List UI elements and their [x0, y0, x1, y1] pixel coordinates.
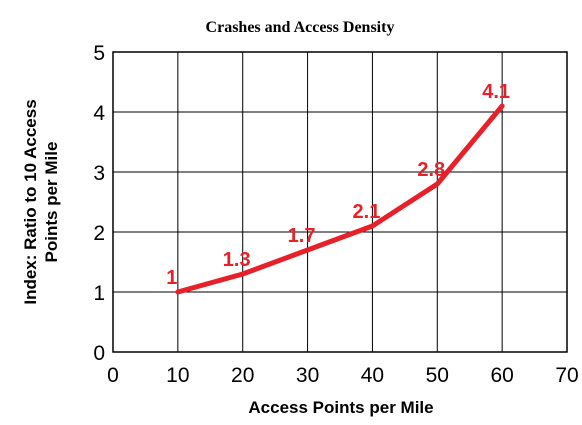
y-axis-label: Index: Ratio to 10 Access Points per Mil… [21, 99, 61, 304]
x-tick-label-7: 70 [555, 364, 578, 387]
data-label-3: 2.1 [353, 201, 381, 223]
chart-title: Crashes and Access Density [206, 19, 395, 36]
series-line-0 [175, 103, 505, 295]
y-tick-label-1: 1 [93, 282, 105, 305]
plot-frame [112, 51, 568, 353]
data-label-4: 2.8 [417, 159, 445, 181]
x-axis-ticks: 0 10 20 30 40 50 60 70 [107, 364, 579, 387]
x-tick-label-2: 20 [231, 364, 254, 387]
data-labels: 1 1.3 1.7 2.1 2.8 4.1 [166, 81, 510, 289]
y-tick-label-3: 3 [93, 162, 105, 185]
data-label-0: 1 [166, 267, 177, 289]
x-tick-label-6: 60 [490, 364, 513, 387]
data-label-1: 1.3 [223, 249, 251, 271]
y-tick-label-5: 5 [93, 42, 105, 65]
data-label-2: 1.7 [288, 225, 316, 247]
x-tick-label-1: 10 [166, 364, 189, 387]
y-tick-label-0: 0 [93, 342, 105, 365]
x-tick-label-0: 0 [107, 364, 119, 387]
data-label-5: 4.1 [482, 81, 510, 103]
y-axis-ticks: 0 1 2 3 4 5 [93, 42, 105, 365]
y-tick-label-4: 4 [93, 102, 105, 125]
x-tick-label-3: 30 [296, 364, 319, 387]
x-tick-label-5: 50 [426, 364, 449, 387]
x-axis-label: Access Points per Mile [248, 398, 433, 417]
y-axis-label-line-2: Points per Mile [42, 142, 61, 263]
x-tick-label-4: 40 [361, 364, 384, 387]
series [175, 103, 505, 295]
y-tick-label-2: 2 [93, 222, 105, 245]
y-axis-label-line-1: Index: Ratio to 10 Access [21, 99, 40, 304]
